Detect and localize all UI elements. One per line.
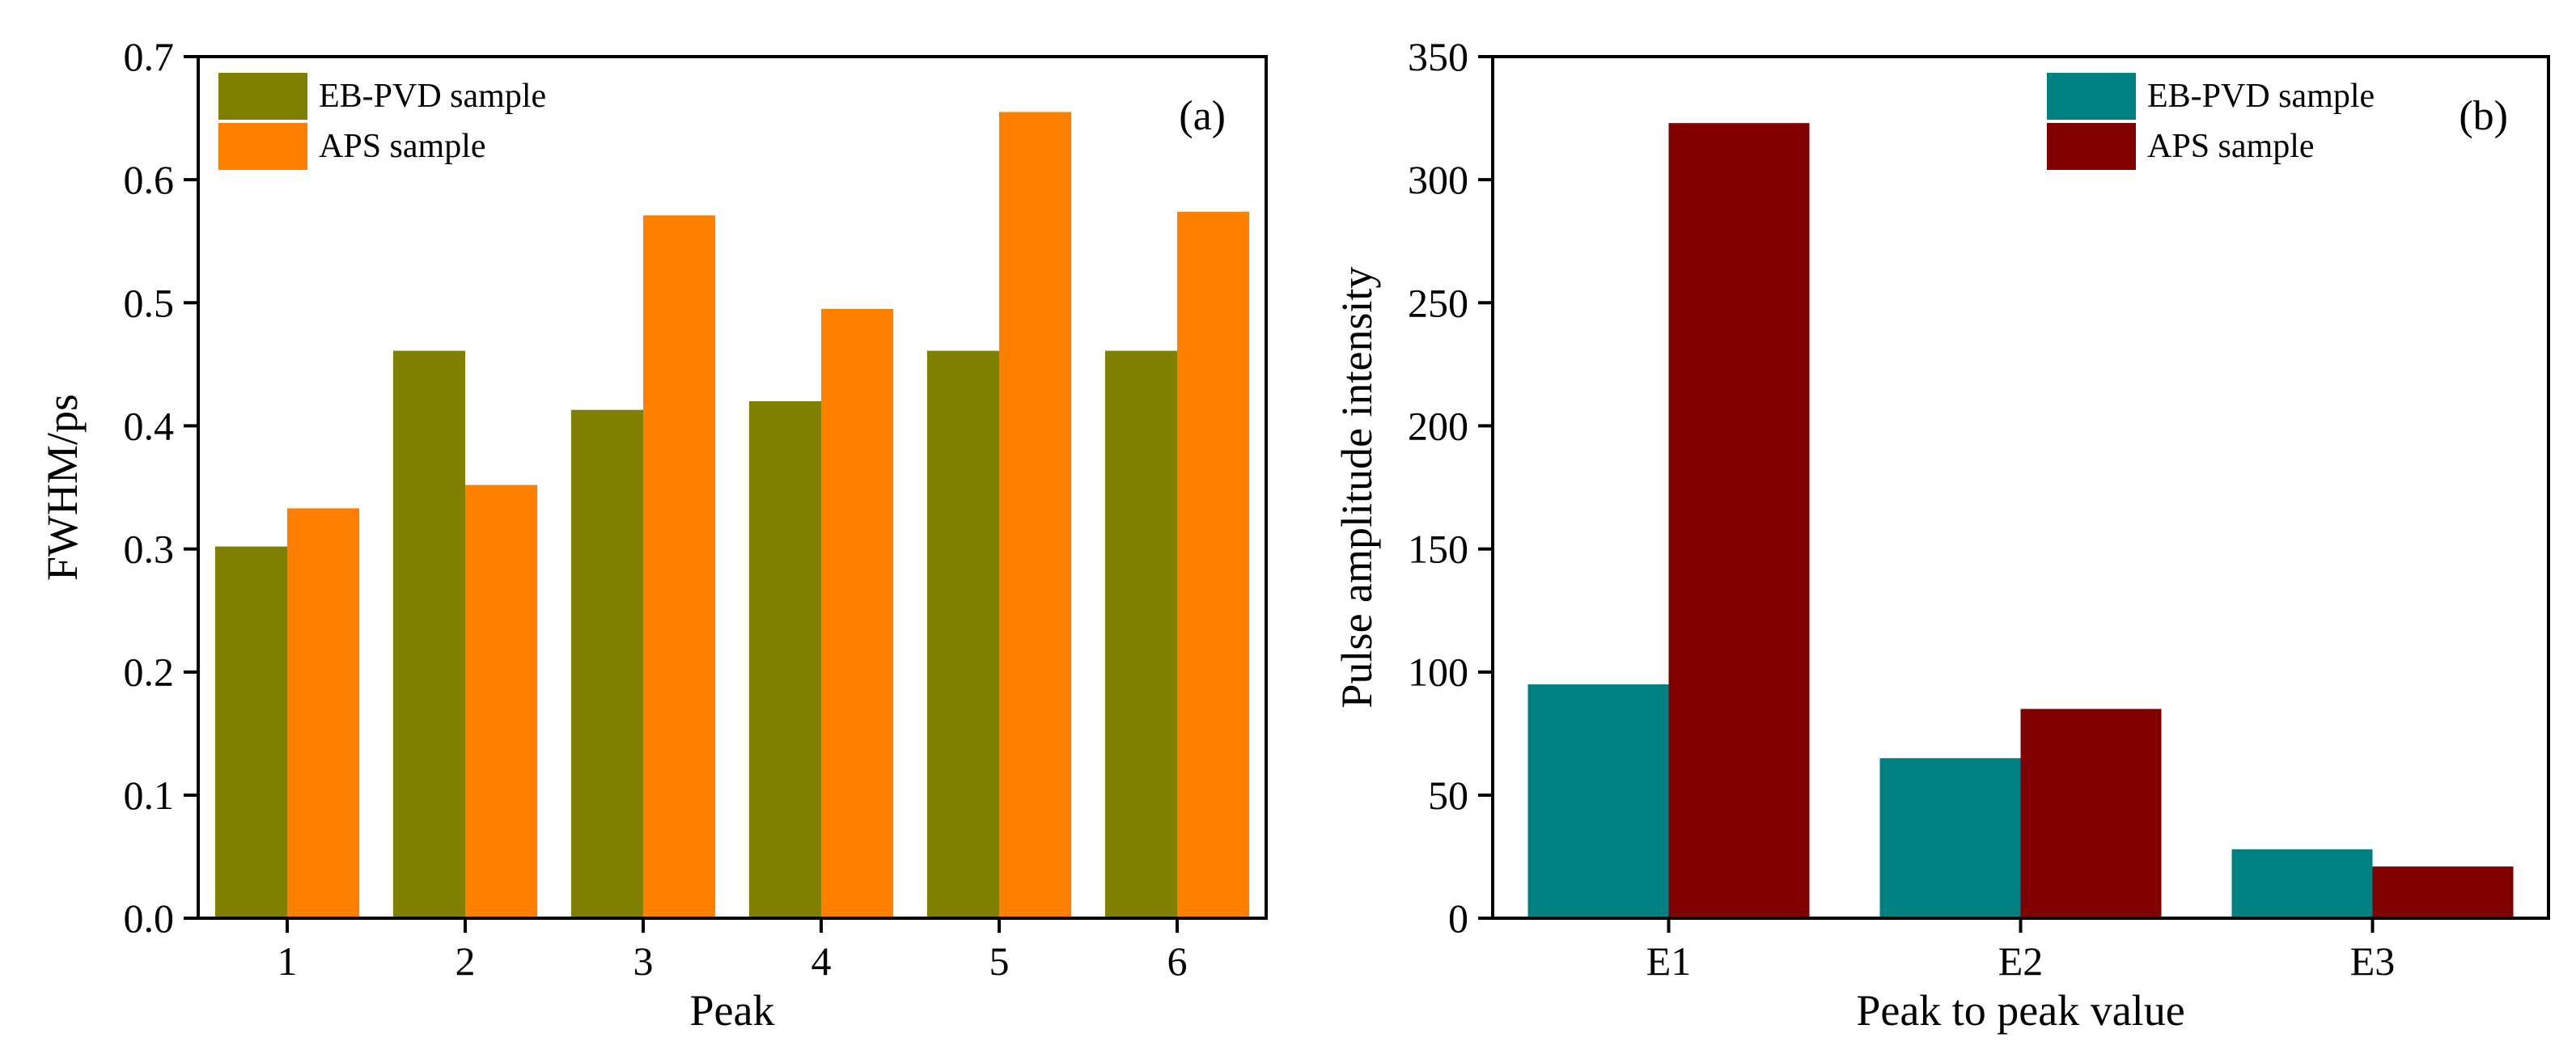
panel-b-legend-label-eb-pvd: EB-PVD sample [2147,78,2375,115]
y-tick-label: 200 [1408,403,1468,448]
x-tick-label: E2 [1998,938,2044,984]
bar-aps-sample-3 [643,215,716,918]
y-tick-label: 250 [1408,280,1468,325]
x-tick-label: 1 [278,938,298,984]
x-tick-label: 6 [1167,938,1188,984]
y-tick-label: 100 [1408,650,1468,695]
panel-b-legend-swatch-aps [2047,123,2136,170]
panel-b-tag: (b) [2459,93,2508,139]
panel-b-legend-swatch-eb-pvd [2047,73,2136,120]
bar-eb-pvd-sample-5 [926,350,999,918]
x-tick-label: 2 [455,938,476,984]
bar-aps-sample-1 [287,508,360,918]
bar-eb-pvd-sample-e3 [2231,849,2373,918]
x-tick-label: 4 [811,938,832,984]
bar-eb-pvd-sample-2 [392,350,465,918]
panel-a-bars [214,112,1250,919]
bar-eb-pvd-sample-e1 [1527,684,1669,918]
x-tick-label: 3 [633,938,654,984]
panel-a-legend: EB-PVD sample APS sample [218,73,546,170]
panel-b-pulse-amplitude-chart: 0 50 100 150 200 250 300 350 E1 E2 E3 Peak to pea… [1332,34,2550,1035]
y-tick-label: 0.6 [124,157,175,202]
bar-aps-sample-2 [465,485,538,918]
y-tick-label: 0.3 [124,527,175,572]
panel-b-bars [1527,123,2514,918]
panel-a-legend-label-eb-pvd: EB-PVD sample [319,78,546,115]
x-tick-label: 5 [989,938,1010,984]
bar-aps-sample-e2 [2020,709,2162,918]
panel-b-legend: EB-PVD sample APS sample [2047,73,2375,170]
bar-aps-sample-4 [821,308,894,919]
y-tick-label: 0.7 [124,34,175,79]
panel-b-x-ticks: E1 E2 E3 [1646,918,2396,984]
bar-eb-pvd-sample-4 [748,401,821,918]
panel-a-legend-swatch-aps [218,123,307,170]
panel-a-x-ticks: 1 2 3 4 5 6 [278,918,1188,984]
panel-a-tag: (a) [1179,93,1226,139]
panel-a-legend-label-aps: APS sample [319,128,486,165]
bar-aps-sample-6 [1177,211,1250,918]
y-tick-label: 150 [1408,527,1468,572]
bar-eb-pvd-sample-6 [1104,350,1177,918]
bar-eb-pvd-sample-3 [570,409,643,918]
panel-b-legend-label-aps: APS sample [2147,128,2315,165]
panel-b-x-axis-label: Peak to peak value [1856,986,2184,1035]
bar-aps-sample-e1 [1668,123,1810,918]
panel-b-y-axis-label: Pulse amplitude intensity [1332,267,1381,709]
y-tick-label: 0.4 [124,403,175,448]
panel-b-y-ticks: 0 50 100 150 200 250 300 350 [1408,34,1493,941]
y-tick-label: 0.5 [124,280,175,325]
y-tick-label: 350 [1408,34,1468,79]
bar-aps-sample-e3 [2372,866,2514,918]
bar-aps-sample-5 [999,112,1072,918]
panel-a-y-ticks: 0.0 0.1 0.2 0.3 0.4 0.5 0.6 0.7 [124,34,198,941]
panel-a-fwhm-chart: 0.0 0.1 0.2 0.3 0.4 0.5 0.6 0.7 1 2 3 4 5 6 Peak FWH… [38,34,1268,1035]
y-tick-label: 0 [1448,896,1468,941]
y-tick-label: 300 [1408,157,1468,202]
x-tick-label: E1 [1646,938,1692,984]
y-tick-label: 0.1 [124,773,175,818]
y-tick-label: 0.2 [124,650,175,695]
panel-a-legend-swatch-eb-pvd [218,73,307,120]
panel-a-plot-frame [197,55,1268,920]
y-tick-label: 0.0 [124,896,175,941]
bar-eb-pvd-sample-1 [214,546,287,918]
x-tick-label: E3 [2350,938,2396,984]
y-tick-label: 50 [1428,773,1468,818]
bar-eb-pvd-sample-e2 [1879,758,2021,918]
panel-a-x-axis-label: Peak [690,986,775,1035]
panel-a-y-axis-label: FWHM/ps [38,394,87,581]
